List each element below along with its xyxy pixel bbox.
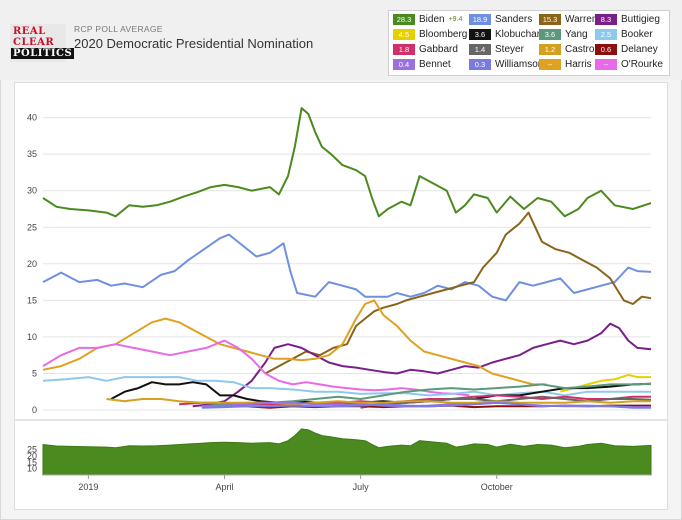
chart-header: REAL CLEAR POLITICS RCP POLL AVERAGE 202… <box>0 0 682 80</box>
legend-value-badge: 3.6 <box>469 29 491 40</box>
x-tick-label: 2019 <box>78 482 98 492</box>
y-tick-label: 30 <box>27 186 37 196</box>
legend-label: Bennet <box>419 59 451 70</box>
legend-label: Delaney <box>621 44 658 55</box>
legend-spread: +9.4 <box>448 16 463 23</box>
legend-value-badge: 3.6 <box>539 29 561 40</box>
chart-subtitle: RCP POLL AVERAGE <box>74 24 163 34</box>
y-tick-label: 40 <box>27 113 37 123</box>
legend-item-bloomberg[interactable]: 4.5 Bloomberg <box>393 29 467 41</box>
legend-label: Yang <box>565 29 588 40</box>
series-line-biden <box>42 107 652 218</box>
series-line-castro <box>106 398 651 406</box>
legend-value-badge: -- <box>539 59 561 70</box>
legend-item-delaney[interactable]: 0.6 Delaney <box>595 44 658 56</box>
legend-label: Bloomberg <box>419 29 468 40</box>
legend-item-castro[interactable]: 1.2 Castro <box>539 44 594 56</box>
legend-value-badge: 18.9 <box>469 14 491 25</box>
y-tick-label: 0 <box>32 405 37 415</box>
x-tick-label: July <box>353 482 370 492</box>
legend: 28.3 Biden +9.4 18.9 Sanders 15.3 Warren 8.3 But… <box>388 10 670 76</box>
legend-item-booker[interactable]: 2.5 Booker <box>595 29 653 41</box>
y-tick-label: 35 <box>27 149 37 159</box>
plot-area: 0 5 10 15 20 25 30 35 40 10 15 20 25 2019 April July Oct… <box>14 82 668 510</box>
legend-item-orourke[interactable]: -- O'Rourke <box>595 59 663 71</box>
legend-label: Klobuchar <box>495 29 541 40</box>
legend-item-sanders[interactable]: 18.9 Sanders <box>469 14 532 26</box>
legend-item-williamson[interactable]: 0.3 Williamson <box>469 59 543 71</box>
series-line-booker <box>42 376 651 397</box>
legend-label: Steyer <box>495 44 524 55</box>
legend-value-badge: 15.3 <box>539 14 561 25</box>
legend-item-warren[interactable]: 15.3 Warren <box>539 14 597 26</box>
legend-item-yang[interactable]: 3.6 Yang <box>539 29 588 41</box>
legend-value-badge: -- <box>595 59 617 70</box>
navigator-tick-label: 10 <box>27 464 37 474</box>
x-tick-label: April <box>215 482 233 492</box>
legend-value-badge: 1.2 <box>539 44 561 55</box>
legend-label: Sanders <box>495 14 533 25</box>
legend-value-badge: 4.5 <box>393 29 415 40</box>
legend-value-badge: 28.3 <box>393 14 415 25</box>
series-line-harris <box>42 299 547 386</box>
legend-value-badge: 1.4 <box>469 44 491 55</box>
legend-value-badge: 8.3 <box>595 14 617 25</box>
legend-label: Castro <box>565 44 595 55</box>
y-tick-label: 15 <box>27 295 37 305</box>
legend-value-badge: 2.5 <box>595 29 617 40</box>
series-line-steyer <box>360 395 652 409</box>
legend-label: O'Rourke <box>621 59 663 70</box>
navigator-area <box>42 428 652 476</box>
legend-label: Gabbard <box>419 44 458 55</box>
logo-line-1: REAL <box>13 26 46 37</box>
rcp-logo: REAL CLEAR POLITICS <box>10 24 75 62</box>
legend-item-steyer[interactable]: 1.4 Steyer <box>469 44 524 56</box>
y-tick-label: 25 <box>27 222 37 232</box>
series-line-warren <box>264 211 652 375</box>
y-tick-label: 20 <box>27 259 37 269</box>
legend-item-buttigieg[interactable]: 8.3 Buttigieg <box>595 14 660 26</box>
series-line-sanders <box>42 233 652 302</box>
y-tick-label: 5 <box>32 368 37 378</box>
y-tick-label: 10 <box>27 332 37 342</box>
legend-label: Biden <box>419 14 445 25</box>
legend-item-klobuchar[interactable]: 3.6 Klobuchar <box>469 29 540 41</box>
navigator-tick-label: 25 <box>27 445 37 455</box>
logo-line-2: CLEAR <box>13 37 55 48</box>
navigator-tick-label: 20 <box>27 451 37 461</box>
legend-label: Warren <box>565 14 598 25</box>
series-line-buttigieg <box>192 322 652 408</box>
navigator-tick-label: 15 <box>27 457 37 467</box>
legend-value-badge: 0.3 <box>469 59 491 70</box>
legend-label: Buttigieg <box>621 14 660 25</box>
series-line-williamson <box>201 401 651 409</box>
legend-value-badge: 1.8 <box>393 44 415 55</box>
chart-title: 2020 Democratic Presidential Nomination <box>74 36 314 51</box>
legend-label: Williamson <box>495 59 544 70</box>
series-line-orourke <box>42 339 470 397</box>
legend-value-badge: 0.6 <box>595 44 617 55</box>
legend-item-harris[interactable]: -- Harris <box>539 59 592 71</box>
logo-line-3: POLITICS <box>11 48 75 59</box>
legend-label: Harris <box>565 59 592 70</box>
x-tick-label: October <box>481 482 513 492</box>
legend-item-bennet[interactable]: 0.4 Bennet <box>393 59 451 71</box>
legend-item-gabbard[interactable]: 1.8 Gabbard <box>393 44 458 56</box>
legend-item-biden[interactable]: 28.3 Biden +9.4 <box>393 14 462 26</box>
legend-value-badge: 0.4 <box>393 59 415 70</box>
legend-label: Booker <box>621 29 653 40</box>
